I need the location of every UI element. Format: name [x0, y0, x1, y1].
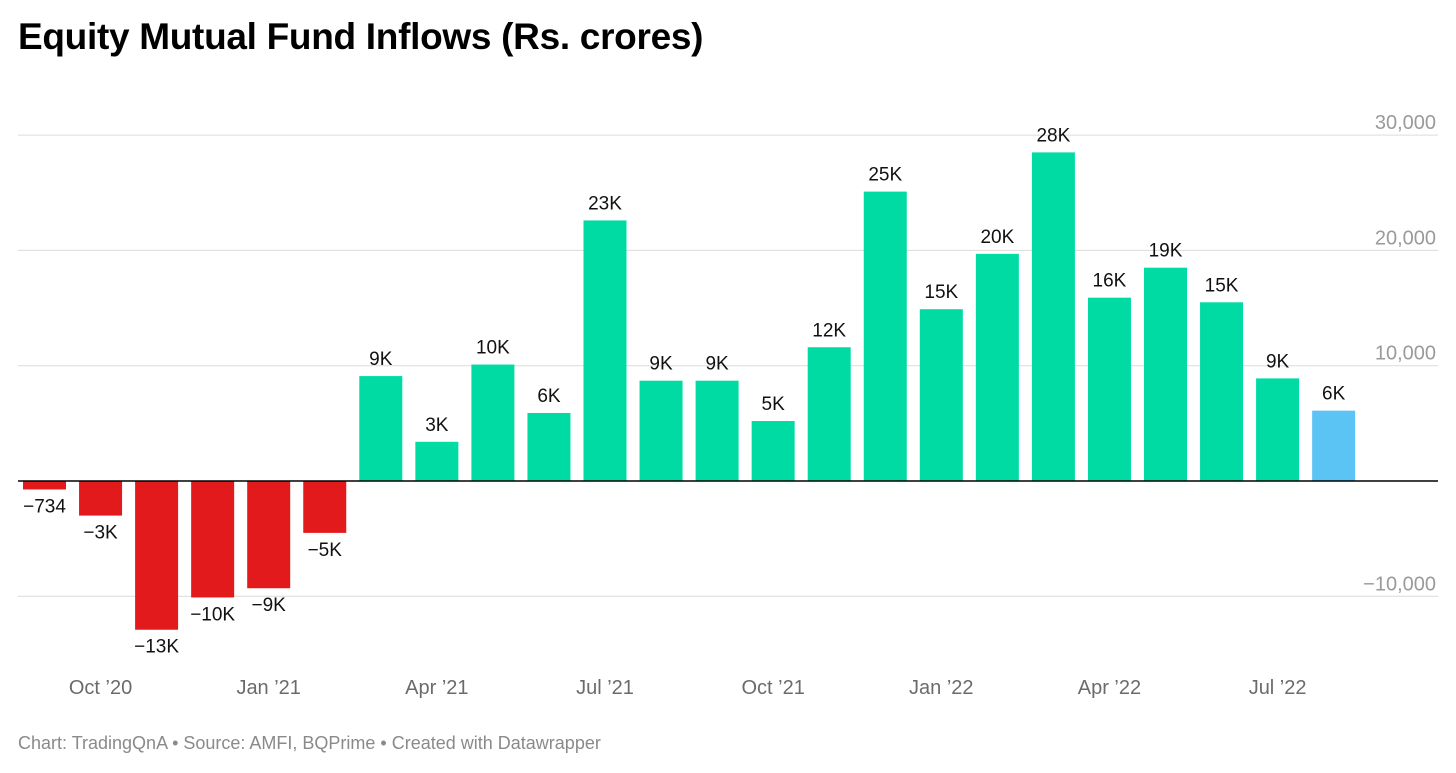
y-tick-label: 20,000: [1375, 227, 1436, 249]
bar: [1312, 410, 1356, 481]
chart-footer: Chart: TradingQnA • Source: AMFI, BQPrim…: [18, 733, 601, 753]
y-axis-ticks: 30,000 20,000 10,000 −10,000: [1363, 112, 1436, 595]
data-label: 5K: [762, 394, 786, 415]
bar: [751, 421, 795, 481]
data-label: 3K: [425, 415, 449, 436]
bar: [359, 376, 403, 481]
bar: [1031, 152, 1075, 481]
data-label: 20K: [980, 227, 1014, 248]
data-label: 28K: [1036, 125, 1070, 146]
data-label: 9K: [369, 349, 393, 370]
data-label: 6K: [1322, 384, 1346, 405]
x-tick-label: Jul ’21: [576, 677, 634, 699]
data-label: −734: [23, 496, 66, 517]
bar: [919, 309, 963, 481]
bar: [527, 412, 571, 481]
data-label: 16K: [1093, 271, 1127, 292]
y-tick-label: −10,000: [1363, 573, 1436, 595]
bar: [1256, 378, 1300, 481]
data-label: 9K: [649, 354, 673, 375]
bar: [1087, 297, 1131, 481]
y-tick-label: 30,000: [1375, 112, 1436, 134]
data-label: −3K: [83, 523, 118, 544]
data-label: 9K: [1266, 351, 1290, 372]
bar: [191, 481, 235, 598]
x-tick-label: Oct ’20: [69, 677, 132, 699]
x-tick-label: Jul ’22: [1249, 677, 1307, 699]
bar: [247, 481, 291, 589]
bar: [583, 220, 627, 481]
bar: [303, 481, 347, 533]
data-label: 15K: [924, 282, 958, 303]
x-tick-label: Jan ’21: [236, 677, 301, 699]
data-label: 25K: [868, 165, 902, 186]
x-tick-label: Jan ’22: [909, 677, 974, 699]
bar: [639, 380, 683, 481]
bar: [135, 481, 179, 630]
bar: [79, 481, 123, 516]
data-label: 23K: [588, 193, 622, 214]
x-tick-label: Oct ’21: [741, 677, 804, 699]
bar: [23, 481, 66, 490]
data-label: 19K: [1149, 241, 1183, 262]
data-label: 12K: [812, 320, 846, 341]
bars: [23, 152, 1356, 630]
data-label: −10K: [190, 604, 235, 625]
bar: [1200, 302, 1244, 481]
bar: [415, 441, 459, 481]
chart-title: Equity Mutual Fund Inflows (Rs. crores): [18, 16, 704, 57]
x-tick-label: Apr ’21: [405, 677, 468, 699]
bar: [975, 253, 1019, 481]
x-tick-label: Apr ’22: [1078, 677, 1141, 699]
data-label: −5K: [308, 540, 343, 561]
data-label: −13K: [134, 637, 179, 658]
bar: [863, 191, 907, 482]
bar: [807, 347, 851, 481]
data-label: −9K: [252, 595, 287, 616]
data-label: 15K: [1205, 275, 1239, 296]
data-labels: −734 −3K −13K −10K −9K −5K 9K 3K 10K 6K 23K 9K 9K 5K 1…: [23, 125, 1345, 657]
bar: [471, 364, 515, 481]
bar: [1144, 267, 1187, 481]
data-label: 6K: [537, 386, 561, 407]
y-tick-label: 10,000: [1375, 343, 1436, 365]
x-axis-ticks: Oct ’20 Jan ’21 Apr ’21 Jul ’21 Oct ’21 Jan ’…: [69, 677, 1307, 699]
bar: [695, 380, 739, 481]
data-label: 10K: [476, 338, 510, 359]
data-label: 9K: [705, 354, 729, 375]
